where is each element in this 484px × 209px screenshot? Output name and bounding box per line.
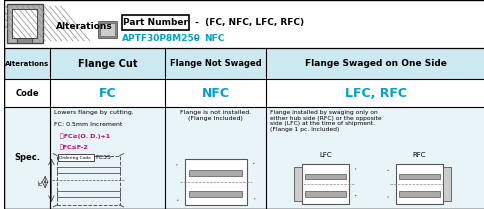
Text: LFC: LFC xyxy=(318,152,331,158)
Text: FC35: FC35 xyxy=(95,155,111,160)
Text: Alterations: Alterations xyxy=(56,22,113,31)
Bar xyxy=(398,191,439,197)
Bar xyxy=(4,48,484,79)
Text: F: F xyxy=(45,179,50,182)
Text: Ordering Code: Ordering Code xyxy=(59,155,91,160)
Text: Flange Cut: Flange Cut xyxy=(78,59,137,69)
Bar xyxy=(189,191,242,196)
Bar xyxy=(398,174,439,179)
Bar xyxy=(98,21,117,38)
Bar xyxy=(57,191,120,198)
Text: LFC, RFC: LFC, RFC xyxy=(344,87,406,99)
Text: FC: 0.5mm Increment: FC: 0.5mm Increment xyxy=(54,122,122,127)
Bar xyxy=(4,0,484,48)
Text: Flange is not installed.
(Flange Included): Flange is not installed. (Flange Include… xyxy=(180,110,251,121)
Bar xyxy=(304,191,345,197)
Text: Lowers flange by cutting.: Lowers flange by cutting. xyxy=(54,110,133,115)
Text: NFC: NFC xyxy=(201,87,229,99)
Bar xyxy=(7,4,43,43)
Bar xyxy=(293,167,301,201)
Bar xyxy=(100,23,115,36)
Bar xyxy=(304,174,345,179)
Bar xyxy=(122,15,189,30)
Text: -  (FC, NFC, LFC, RFC): - (FC, NFC, LFC, RFC) xyxy=(191,18,303,27)
Text: APTF30P8M250: APTF30P8M250 xyxy=(122,34,200,43)
Text: NFC: NFC xyxy=(203,34,224,43)
Bar xyxy=(4,107,484,209)
Text: Flange Not Swaged: Flange Not Swaged xyxy=(169,59,261,68)
Bar xyxy=(13,9,37,38)
Text: Spec.: Spec. xyxy=(14,153,40,162)
Text: Code: Code xyxy=(15,88,39,98)
Text: RFC: RFC xyxy=(412,152,425,158)
Bar xyxy=(184,159,246,205)
Bar xyxy=(57,167,120,173)
Text: Alterations: Alterations xyxy=(5,61,49,67)
Bar xyxy=(4,79,484,107)
Text: Flange Swaged on One Side: Flange Swaged on One Side xyxy=(304,59,446,68)
Text: Part Number: Part Number xyxy=(123,18,188,27)
Text: ⓅFC≤F-2: ⓅFC≤F-2 xyxy=(60,144,88,150)
Bar xyxy=(13,9,37,38)
Bar xyxy=(395,164,442,204)
Bar xyxy=(442,167,450,201)
Bar xyxy=(17,38,32,43)
Bar xyxy=(301,164,348,204)
Text: FC: FC xyxy=(99,87,116,99)
Bar xyxy=(58,154,93,161)
Bar xyxy=(189,171,242,176)
Text: -: - xyxy=(191,34,197,43)
Bar xyxy=(57,156,120,205)
Text: Flange installed by swaging only on
either hub side (RFC) or the opposite
side (: Flange installed by swaging only on eith… xyxy=(270,110,381,132)
Text: FC: FC xyxy=(38,179,43,185)
Text: ⓅFC≥(O. D.)+1: ⓅFC≥(O. D.)+1 xyxy=(60,134,109,139)
